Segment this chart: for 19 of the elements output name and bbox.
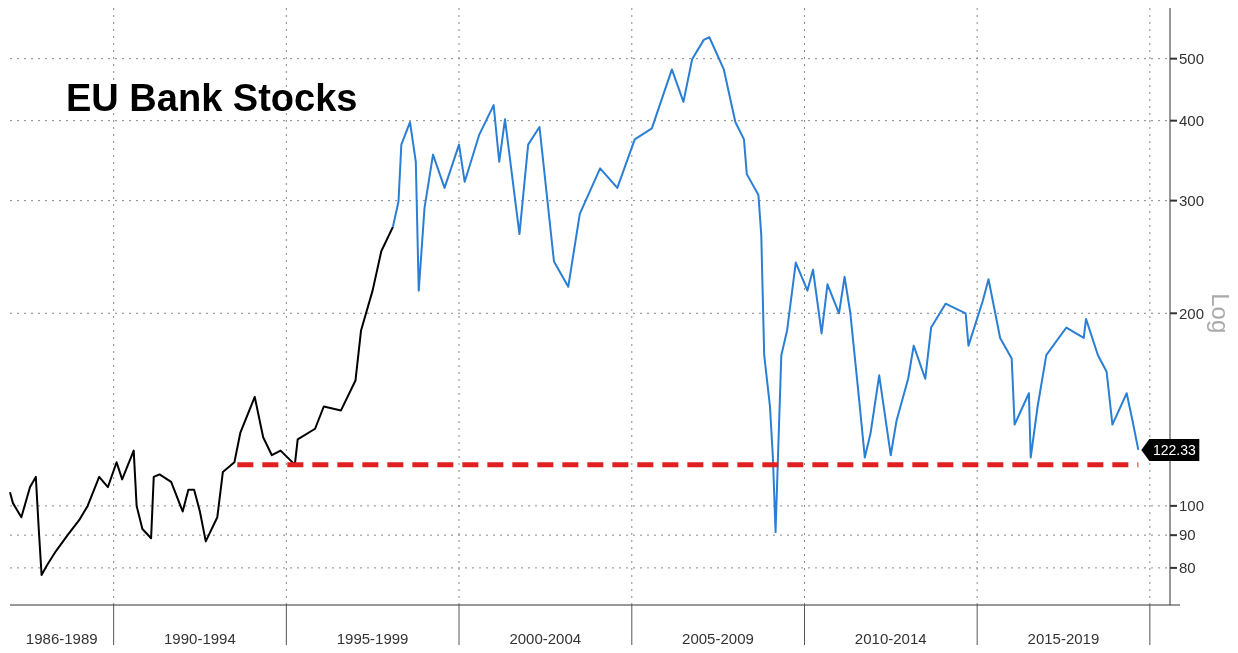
line-series — [391, 36, 1140, 534]
x-tick-label: 1986-1989 — [25, 630, 98, 647]
x-tick-label: 2010-2014 — [854, 630, 927, 647]
y-tick-label: 80 — [1179, 559, 1196, 577]
y-tick-label: 500 — [1179, 49, 1205, 67]
y-axis-title: Log — [1207, 293, 1234, 334]
x-tick-label: 2005-2009 — [682, 630, 754, 647]
x-tick-label: 2000-2004 — [509, 630, 582, 647]
y-tick-label: 400 — [1179, 111, 1205, 129]
y-tick-label: 90 — [1179, 526, 1196, 544]
line-series — [9, 225, 394, 576]
text: EU Bank Stocks — [66, 77, 358, 119]
y-tick-label: 200 — [1179, 304, 1205, 322]
annotation: 122.33 — [1152, 441, 1196, 458]
x-tick-label: 1990-1994 — [164, 630, 236, 647]
x-tick-label: 2015-2019 — [1027, 630, 1100, 647]
y-tick-label: 300 — [1179, 191, 1205, 209]
y-tick-label: 100 — [1179, 497, 1205, 515]
x-tick-label: 1995-1999 — [336, 630, 409, 647]
